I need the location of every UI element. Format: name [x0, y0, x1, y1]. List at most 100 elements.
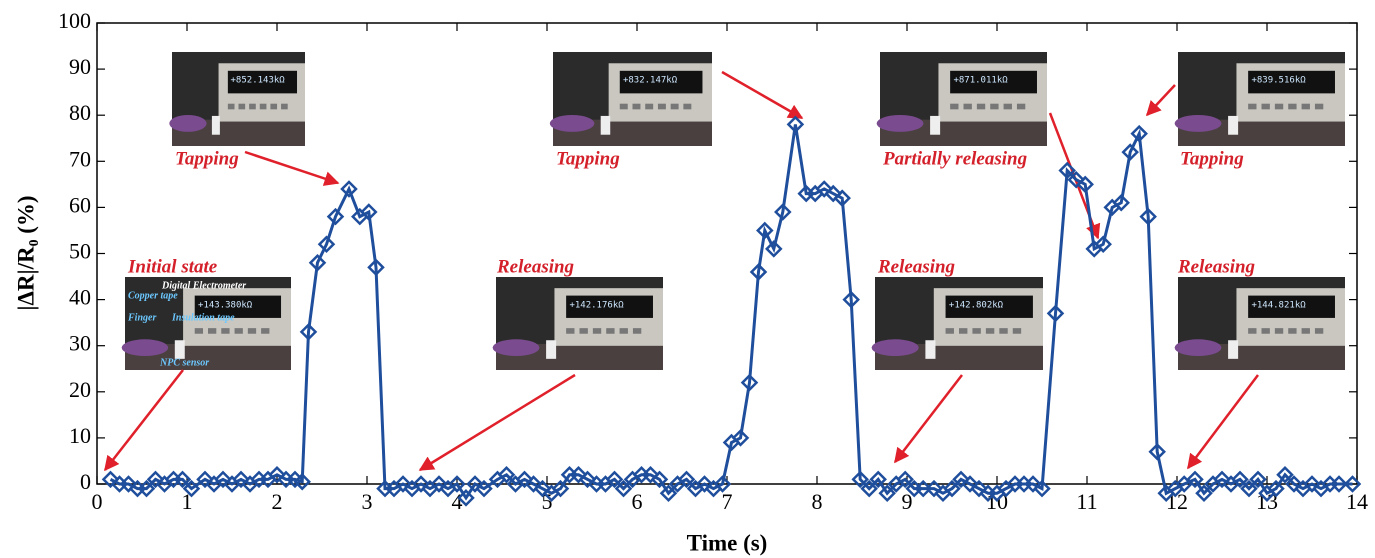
- button: [620, 104, 628, 110]
- sensor: [212, 116, 220, 135]
- inset-photo: +871.011kΩ: [877, 52, 1047, 146]
- button: [620, 328, 628, 334]
- inset-callout: Copper tape: [128, 290, 178, 301]
- button: [228, 104, 235, 110]
- sensor: [1228, 340, 1238, 359]
- button: [261, 328, 269, 334]
- annotation-arrow: [1188, 375, 1258, 468]
- data-point: [758, 223, 772, 237]
- data-point: [1049, 306, 1063, 320]
- button: [248, 328, 256, 334]
- inset-callout: Finger: [127, 312, 156, 323]
- data-point: [311, 256, 325, 270]
- button: [1275, 104, 1283, 110]
- button: [1288, 328, 1296, 334]
- data-point: [844, 293, 858, 307]
- annotation-arrow: [420, 375, 575, 470]
- annotation-arrow: [245, 152, 338, 183]
- x-tick-label: 14: [1346, 489, 1368, 514]
- button: [645, 104, 653, 110]
- annotation-label: Releasing: [496, 256, 574, 277]
- data-point: [1123, 145, 1137, 159]
- data-point: [743, 376, 757, 390]
- annotation-arrow: [105, 370, 183, 470]
- button: [593, 328, 601, 334]
- button: [208, 328, 216, 334]
- button: [1315, 328, 1323, 334]
- y-tick-label: 80: [69, 100, 91, 125]
- button: [1262, 328, 1270, 334]
- button: [1302, 328, 1310, 334]
- y-tick-label: 0: [80, 469, 91, 494]
- readout: +832.147kΩ: [623, 76, 678, 86]
- data-point: [1132, 127, 1146, 141]
- button: [999, 328, 1007, 334]
- button: [972, 328, 980, 334]
- inset-photo: +142.176kΩ: [493, 277, 663, 370]
- data-point: [1141, 210, 1155, 224]
- y-tick-label: 60: [69, 192, 91, 217]
- y-tick-label: 50: [69, 239, 91, 264]
- data-point: [342, 182, 356, 196]
- button: [1288, 104, 1296, 110]
- readout: +142.176kΩ: [569, 300, 624, 310]
- glove: [1175, 339, 1222, 356]
- glove: [169, 115, 206, 132]
- button: [946, 328, 954, 334]
- y-tick-label: 70: [69, 146, 91, 171]
- button: [239, 104, 246, 110]
- button: [964, 104, 972, 110]
- button: [977, 104, 985, 110]
- readout: +144.821kΩ: [1251, 300, 1306, 310]
- y-tick-label: 30: [69, 331, 91, 356]
- y-tick-label: 90: [69, 54, 91, 79]
- x-tick-label: 0: [92, 489, 103, 514]
- inset-photo: +142.802kΩ: [872, 277, 1043, 370]
- button: [281, 104, 288, 110]
- x-tick-label: 4: [452, 489, 463, 514]
- readout: +142.802kΩ: [949, 300, 1004, 310]
- data-point: [767, 242, 781, 256]
- glove: [1175, 115, 1222, 132]
- data-point: [1150, 445, 1164, 459]
- y-tick-label: 20: [69, 377, 91, 402]
- button: [658, 104, 666, 110]
- data-point: [320, 237, 334, 251]
- button: [959, 328, 967, 334]
- button: [1017, 104, 1025, 110]
- sensor: [175, 340, 185, 359]
- x-tick-label: 7: [722, 489, 733, 514]
- y-tick-label: 40: [69, 285, 91, 310]
- button: [1248, 104, 1256, 110]
- button: [1248, 328, 1256, 334]
- button: [260, 104, 267, 110]
- annotation-label: Initial state: [127, 256, 218, 277]
- button: [1275, 328, 1283, 334]
- inset-photo: +144.821kΩ: [1175, 277, 1345, 370]
- button: [633, 104, 641, 110]
- readout: +143.380kΩ: [198, 300, 253, 310]
- button: [1004, 104, 1012, 110]
- sensor: [546, 340, 556, 359]
- x-tick-label: 6: [632, 489, 643, 514]
- annotation-label: Tapping: [175, 148, 239, 169]
- button: [221, 328, 229, 334]
- button: [671, 104, 679, 110]
- glove: [122, 339, 168, 356]
- readout: +871.011kΩ: [953, 76, 1008, 86]
- annotation-label: Releasing: [1177, 256, 1255, 277]
- button: [606, 328, 614, 334]
- y-tick-label: 100: [58, 8, 91, 33]
- glove: [872, 339, 919, 356]
- inset-callout: NPC sensor: [159, 357, 209, 368]
- x-tick-label: 8: [812, 489, 823, 514]
- data-point: [788, 117, 802, 131]
- button: [1013, 328, 1021, 334]
- button: [195, 328, 203, 334]
- button: [249, 104, 256, 110]
- readout: +839.516kΩ: [1251, 76, 1306, 86]
- annotation-label: Releasing: [877, 256, 955, 277]
- chart: Time (s) |ΔR|/R₀ (%) 0123456789101112131…: [0, 0, 1375, 558]
- button: [1302, 104, 1310, 110]
- glove: [550, 115, 595, 132]
